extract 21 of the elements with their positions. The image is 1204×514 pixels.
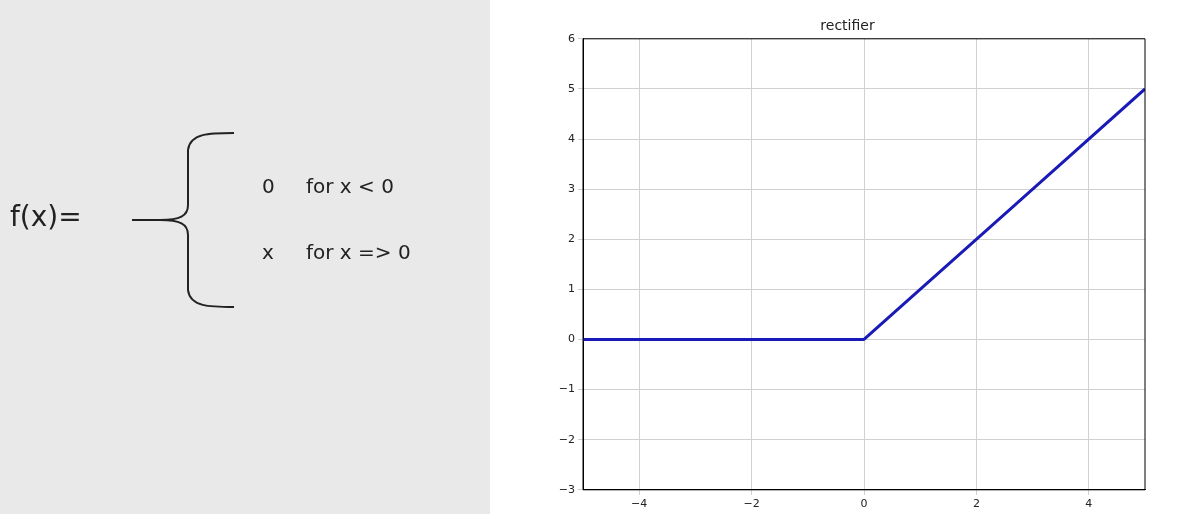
text: f(x)= [10, 200, 82, 233]
y-tick-label: −1 [558, 382, 575, 396]
y-tick-label: 6 [568, 31, 575, 45]
y-tick-label: −3 [558, 482, 575, 496]
text: 0 [262, 174, 275, 198]
y-tick-label: 3 [568, 181, 575, 195]
y-tick-label: 2 [568, 232, 575, 246]
x-tick-label: 0 [860, 497, 868, 511]
y-tick-label: 4 [568, 131, 575, 145]
text: x [262, 240, 274, 264]
x-tick-label: −4 [631, 497, 648, 511]
text: for x => 0 [306, 240, 411, 264]
y-tick-label: 5 [568, 81, 575, 95]
text: for x < 0 [306, 174, 394, 198]
y-tick-label: 1 [568, 282, 575, 296]
x-tick-label: 4 [1085, 497, 1093, 511]
x-tick-label: −2 [743, 497, 760, 511]
y-tick-label: 0 [568, 332, 575, 346]
x-tick-label: 2 [972, 497, 980, 511]
chart-title: rectifier [820, 17, 875, 34]
y-tick-label: −2 [558, 432, 575, 446]
